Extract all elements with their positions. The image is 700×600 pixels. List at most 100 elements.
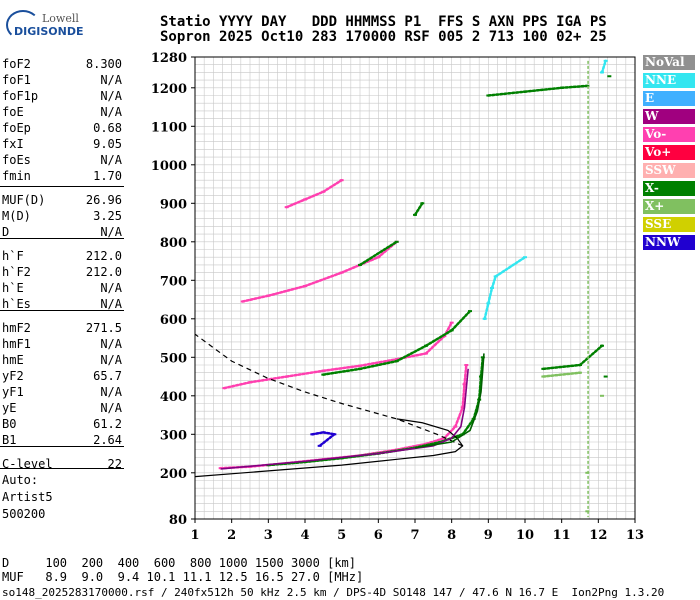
y-tick-label: 600 [160, 313, 187, 328]
param-row-fxi: fxI 9.05 [2, 137, 122, 153]
param-row-foep: foEp 0.68 [2, 121, 122, 137]
param-name: B1 [2, 433, 17, 447]
y-tick-label: 80 [169, 513, 187, 528]
param-value: 2.64 [93, 433, 122, 447]
echo-trace-nne [487, 286, 494, 305]
x-tick-label: 2 [227, 528, 236, 543]
echo-trace-nne [600, 59, 607, 74]
echo-trace-nnw [318, 433, 336, 448]
x-tick-label: 11 [553, 528, 571, 543]
x-tick-label: 9 [484, 528, 493, 543]
separator-line [0, 238, 124, 239]
y-tick-label: 1000 [151, 159, 187, 174]
param-value: 26.96 [85, 193, 122, 207]
echo-trace-vo-minus [267, 284, 307, 297]
echo-trace-vo-minus [303, 271, 343, 288]
echo-trace-vo-minus [303, 190, 325, 201]
param-value: N/A [100, 73, 122, 87]
separator-line [0, 468, 124, 469]
param-name: yE [2, 401, 17, 415]
legend-vo-minusplus: Vo+ [643, 145, 695, 160]
legend-sse: SSE [643, 217, 695, 232]
y-tick-label: 300 [160, 428, 187, 443]
echo-trace-vo-minus [358, 357, 398, 368]
echo-trace-nne [494, 255, 527, 278]
param-value: N/A [100, 385, 122, 399]
echo-trace-vo-minus [463, 363, 468, 386]
param-name: yF1 [2, 385, 24, 399]
legend-w: W [643, 109, 695, 124]
echo-trace-nnw [322, 431, 336, 436]
y-tick-label: 200 [160, 467, 187, 482]
legend-nne: NNE [643, 73, 695, 88]
y-tick-label: 900 [160, 197, 187, 212]
legend-ssw: SSW [643, 163, 695, 178]
param-row-hf: h`F 212.0 [2, 249, 122, 265]
auto-version: 500200 [2, 507, 46, 521]
echo-trace-x-minus [322, 367, 362, 376]
data-point-x-minus [603, 375, 608, 378]
param-row-fof2: foF2 8.300 [2, 57, 122, 73]
param-value: 3.25 [93, 209, 122, 223]
legend-vo-minus: Vo- [643, 127, 695, 142]
param-row-foes: foEs N/A [2, 153, 122, 169]
echo-trace-x-minus [487, 90, 527, 97]
muf-distance-row: D 100 200 400 600 800 1000 1500 3000 [km… [2, 556, 357, 570]
logo-top-text: Lowell [42, 12, 79, 25]
param-row-hmf2: hmF2 271.5 [2, 321, 122, 337]
param-name: h`F [2, 249, 24, 263]
logo-arc-icon [6, 10, 40, 40]
x-tick-label: 6 [374, 528, 383, 543]
param-row-fof1: foF1 N/A [2, 73, 122, 89]
param-row-b0: B0 61.2 [2, 417, 122, 433]
echo-trace-vo-minus [248, 375, 288, 384]
param-value: 212.0 [85, 249, 122, 263]
param-value: N/A [100, 297, 122, 311]
y-tick-label: 500 [160, 351, 187, 366]
y-tick-label: 1200 [151, 82, 187, 97]
echo-trace-vo-minus [461, 383, 466, 409]
legend-x-minus: X- [643, 181, 695, 196]
data-point-vo-minus [464, 364, 469, 366]
echo-trace-x-minus [479, 356, 485, 378]
param-row-hme: hmE N/A [2, 353, 122, 369]
legend-x-minusplus: X+ [643, 199, 695, 214]
param-name: foE [2, 105, 24, 119]
echo-trace-nnw [311, 431, 325, 436]
param-row-hf2: h`F2 212.0 [2, 265, 122, 281]
param-value: 65.7 [93, 369, 122, 383]
param-value: 61.2 [93, 417, 122, 431]
electron-density-profile [194, 333, 463, 447]
x-tick-label: 13 [626, 528, 644, 543]
param-value: N/A [100, 153, 122, 167]
footer-info: so148_2025283170000.rsf / 240fx512h 50 k… [2, 586, 665, 599]
x-tick-label: 4 [300, 528, 309, 543]
x-tick-label: 10 [516, 528, 534, 543]
param-row-hmf1: hmF1 N/A [2, 337, 122, 353]
y-tick-label: 1100 [151, 120, 187, 135]
legend-e: E [643, 91, 695, 106]
echo-trace-x-minus [413, 202, 424, 217]
echo-trace-x-minus [424, 329, 453, 347]
param-name: foEp [2, 121, 31, 135]
echo-trace-vo-minus [322, 178, 343, 193]
data-point-x-minusplus [600, 394, 604, 397]
x-tick-label: 3 [264, 528, 273, 543]
muf-frequency-row: MUF 8.9 9.0 9.4 10.1 11.1 12.5 16.5 27.0… [2, 570, 364, 584]
echo-trace-nne [483, 302, 490, 321]
param-name: C-level [2, 457, 53, 471]
param-row-yf2: yF2 65.7 [2, 369, 122, 385]
model-o-trace [194, 418, 464, 478]
param-value: 0.68 [93, 121, 122, 135]
param-value: 271.5 [85, 321, 122, 335]
param-name: foF2 [2, 57, 31, 71]
param-row-fof1p: foF1p N/A [2, 89, 122, 105]
data-point-vo-minus [449, 321, 454, 324]
param-value: 22 [107, 457, 122, 471]
lowell-digisonde-logo: Lowell DIGISONDE [4, 6, 84, 40]
param-value: N/A [100, 89, 122, 103]
y-tick-label: 700 [160, 274, 187, 289]
o-mode-trace [220, 368, 469, 470]
param-value: N/A [100, 281, 122, 295]
param-value: N/A [100, 401, 122, 415]
